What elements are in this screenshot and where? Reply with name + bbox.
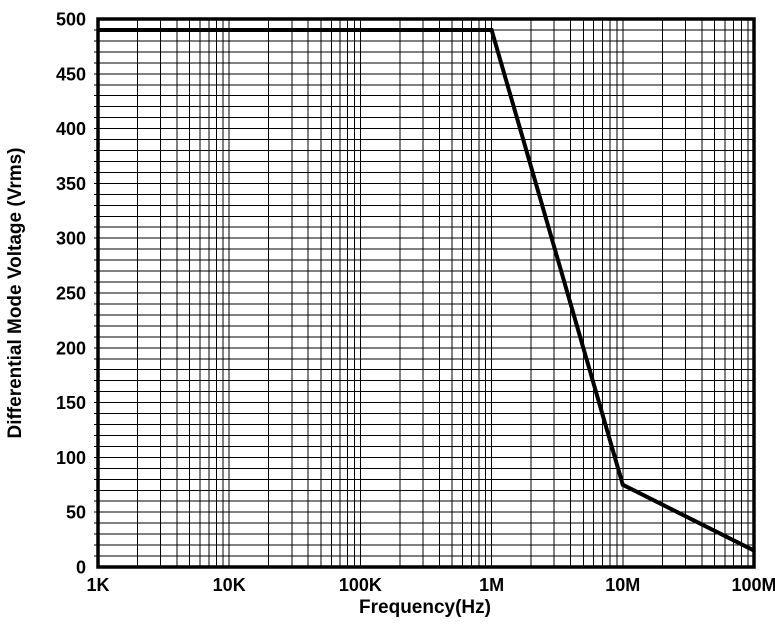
y-tick-label: 400	[56, 119, 86, 139]
y-tick-label: 350	[56, 174, 86, 194]
x-tick-label: 10M	[605, 575, 640, 595]
y-tick-label: 250	[56, 284, 86, 304]
x-axis-title: Frequency(Hz)	[359, 597, 491, 618]
x-tick-label: 100M	[731, 575, 775, 595]
x-tick-label: 1M	[479, 575, 504, 595]
y-tick-label: 150	[56, 393, 86, 413]
y-axis-title: Differential Mode Voltage (Vrms)	[5, 147, 26, 439]
x-tick-label: 100K	[339, 575, 382, 595]
y-tick-label: 0	[76, 558, 86, 578]
y-tick-label: 500	[56, 10, 86, 30]
y-tick-label: 450	[56, 64, 86, 84]
y-tick-label: 100	[56, 448, 86, 468]
x-tick-label: 1K	[86, 575, 109, 595]
y-tick-label: 300	[56, 229, 86, 249]
y-tick-label: 200	[56, 338, 86, 358]
series-line-differential-mode-voltage-limit	[98, 27, 755, 553]
plot-border	[96, 17, 756, 569]
x-tick-label: 10K	[213, 575, 246, 595]
y-tick-label: 50	[66, 503, 86, 523]
grid-lines	[94, 19, 754, 567]
